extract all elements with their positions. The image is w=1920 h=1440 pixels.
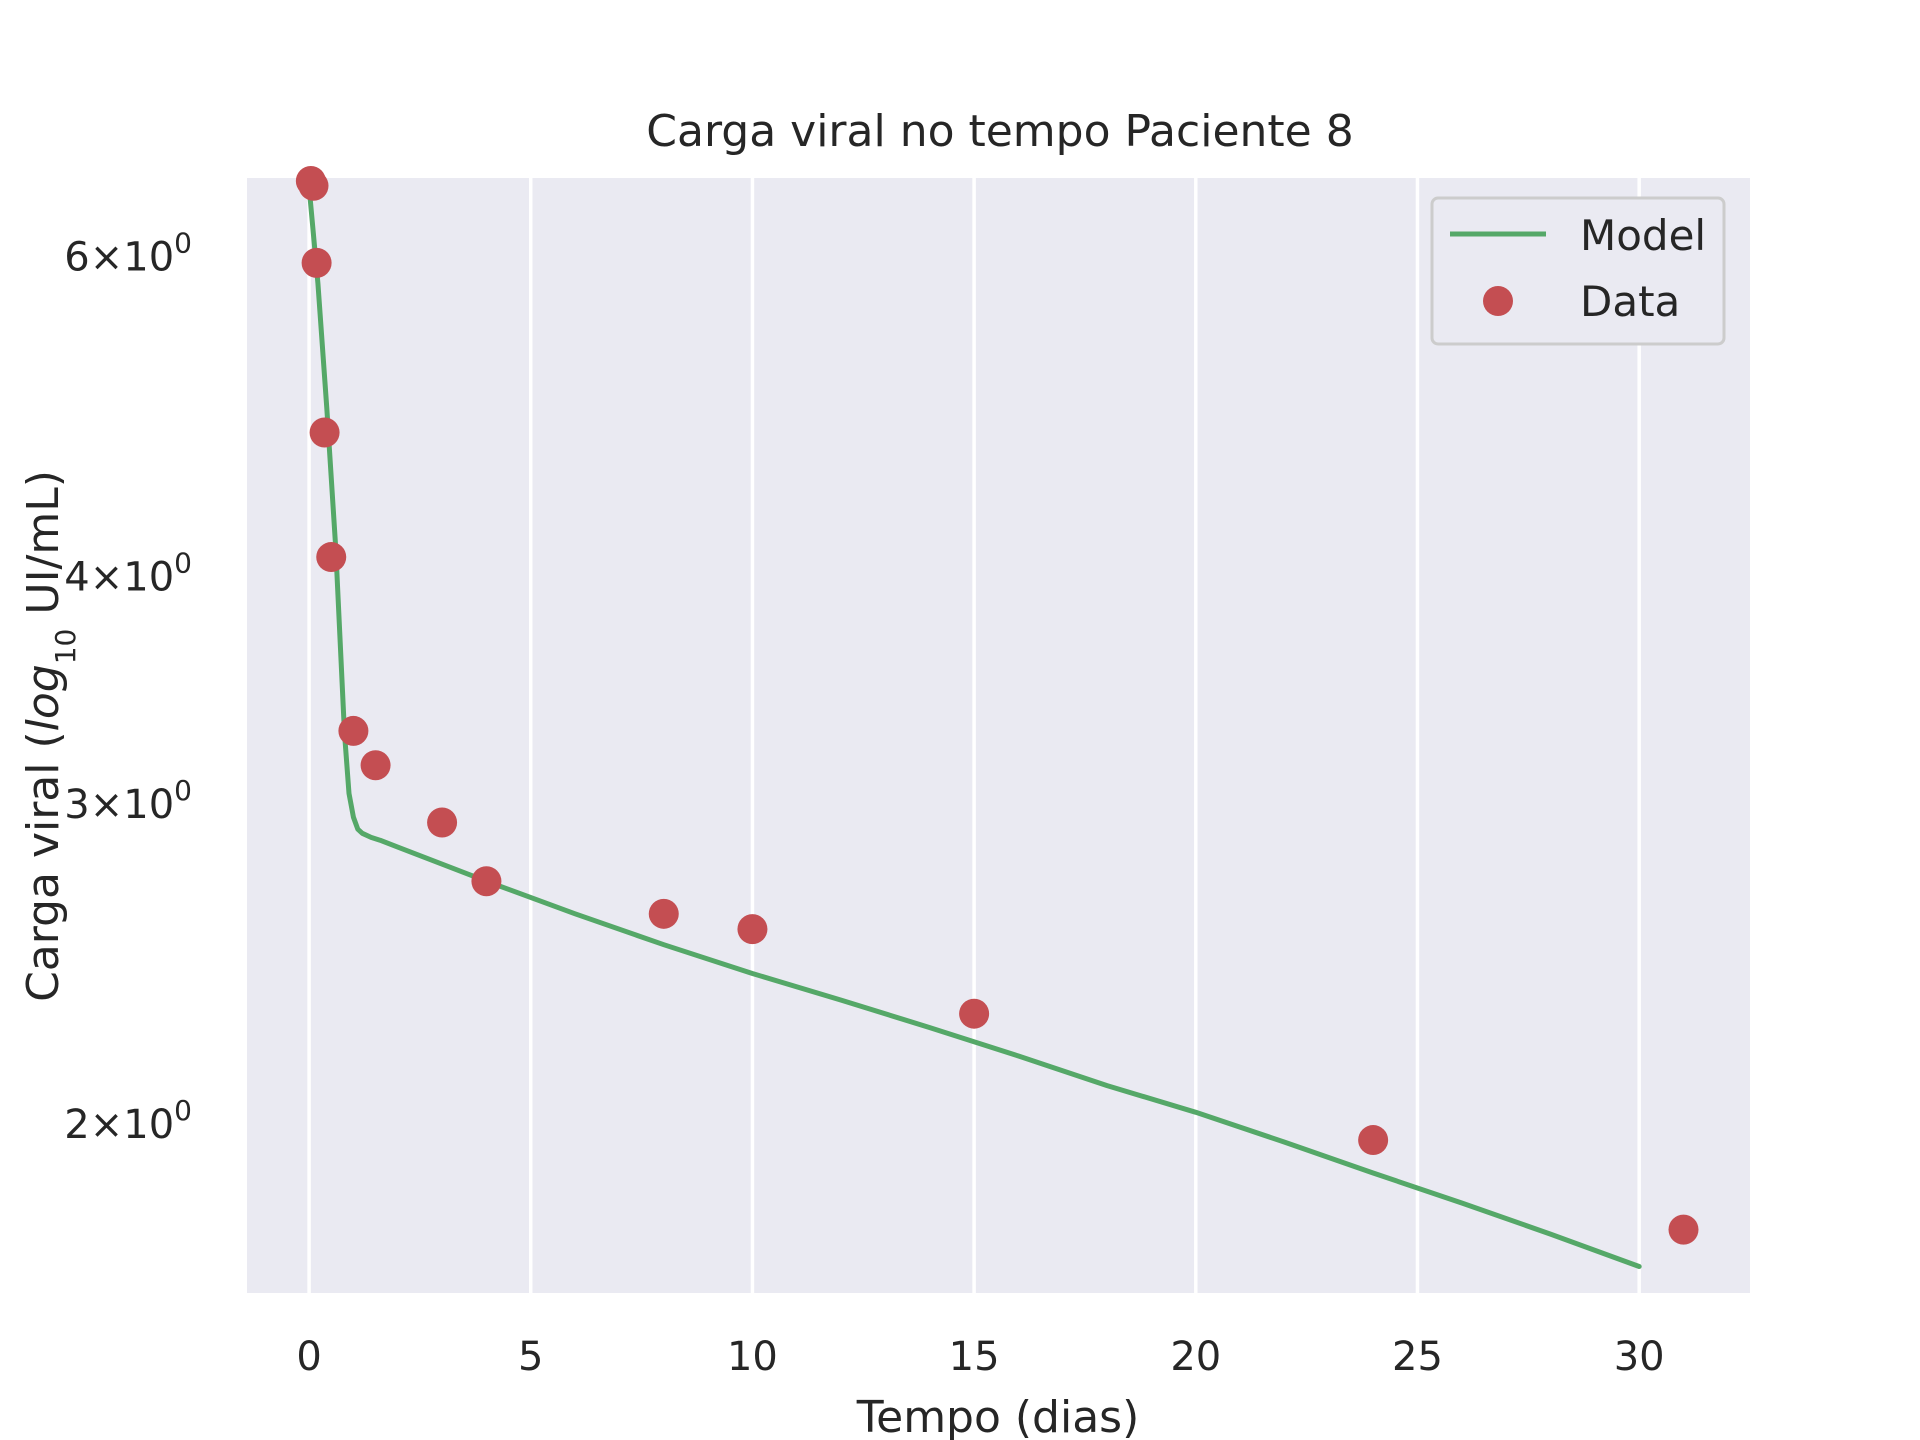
x-axis-label: Tempo (dias) [856, 1392, 1140, 1440]
y-tick-label: 6×100 [64, 226, 192, 280]
data-point [737, 914, 768, 945]
data-point [338, 715, 369, 746]
legend-data-marker [1483, 286, 1513, 316]
data-point [1358, 1125, 1389, 1156]
plot-area [247, 178, 1750, 1293]
data-point [427, 807, 458, 838]
data-point [648, 898, 679, 929]
x-tick-label: 10 [727, 1334, 778, 1380]
x-tick-label: 30 [1614, 1334, 1665, 1380]
data-point [959, 998, 990, 1029]
y-axis-ticks: 2×100 3×100 4×100 6×100 [64, 226, 192, 1148]
data-point [360, 750, 391, 781]
legend-data-label: Data [1580, 277, 1680, 326]
series-layer [295, 165, 1699, 1269]
x-axis-ticks: 0 5 10 15 20 25 30 [296, 1334, 1664, 1380]
x-tick-label: 15 [949, 1334, 1000, 1380]
legend: Model Data [1430, 196, 1726, 346]
x-tick-label: 0 [296, 1334, 321, 1380]
y-tick-label: 4×100 [64, 547, 192, 601]
x-tick-label: 5 [518, 1334, 543, 1380]
data-point [309, 417, 340, 448]
legend-model-label: Model [1580, 211, 1706, 260]
chart-title: Carga viral no tempo Paciente 8 [646, 106, 1353, 157]
x-tick-label: 20 [1170, 1334, 1221, 1380]
x-tick-label: 25 [1392, 1334, 1443, 1380]
data-point [298, 170, 329, 201]
gridlines [307, 178, 1641, 1293]
y-axis-label: Carga viral (log10 UI/mL) [18, 470, 82, 1002]
data-point [301, 247, 332, 278]
data-point [316, 542, 347, 573]
data-point [1668, 1214, 1699, 1245]
y-tick-label: 3×100 [64, 774, 192, 828]
y-tick-label: 2×100 [64, 1094, 192, 1148]
data-point [471, 866, 502, 897]
